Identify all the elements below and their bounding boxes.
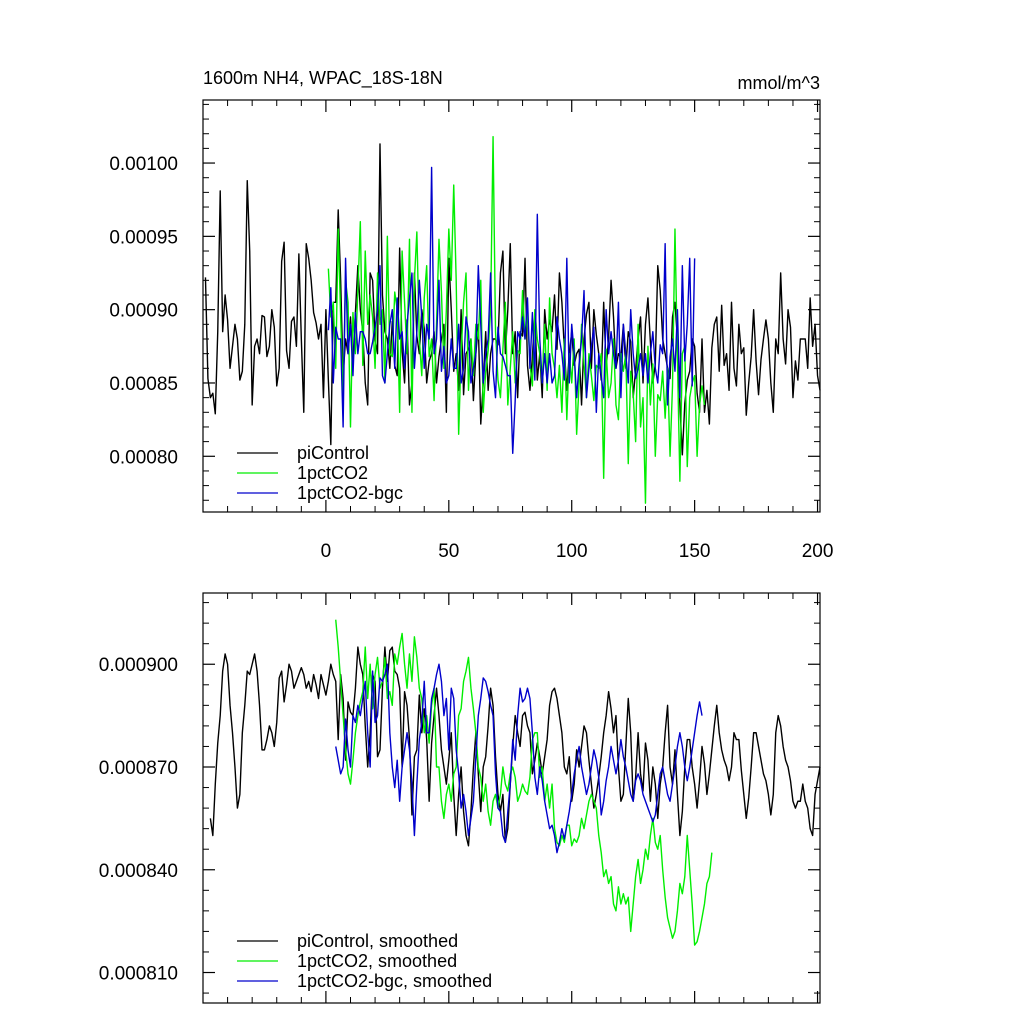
- bottom-y-tick-labels: 0.000810 0.000840 0.000870 0.000900: [99, 655, 178, 984]
- top-xtick-label-1: 50: [438, 541, 459, 562]
- top-xtick-label-3: 150: [679, 541, 711, 562]
- top-ytick-label-4: 0.00100: [109, 154, 178, 175]
- top-legend: piControl 1pctCO2 1pctCO2-bgc: [237, 443, 403, 503]
- top-x-tick-labels: 0 50 100 150 200: [321, 541, 834, 562]
- bottom-ytick-label-2: 0.000870: [99, 758, 178, 779]
- top-ytick-label-3: 0.00095: [109, 227, 178, 248]
- top-y-tick-labels: 0.00080 0.00085 0.00090 0.00095 0.00100: [109, 154, 178, 468]
- legend-label-1pctco2-smoothed: 1pctCO2, smoothed: [297, 951, 457, 971]
- top-series: [204, 135, 821, 504]
- bottom-panel: 0.000810 0.000840 0.000870 0.000900 piCo…: [99, 592, 821, 1004]
- bottom-ticks: [203, 593, 820, 1003]
- top-series-line-1pctco2-bgc: [327, 166, 696, 455]
- legend-label-picontrol-smoothed: piControl, smoothed: [297, 931, 458, 951]
- bottom-plot-frame: [202, 592, 821, 1004]
- bottom-ytick-label-3: 0.000900: [99, 655, 178, 676]
- bottom-legend: piControl, smoothed 1pctCO2, smoothed 1p…: [237, 931, 492, 991]
- legend-label-picontrol: piControl: [297, 443, 369, 463]
- legend-label-1pctco2-bgc: 1pctCO2-bgc: [297, 483, 403, 503]
- bottom-ytick-label-0: 0.000810: [99, 964, 178, 985]
- top-xtick-label-4: 200: [802, 541, 834, 562]
- bottom-series-line-1pctco2-bgc-smoothed: [335, 663, 703, 854]
- top-ticks: [203, 100, 820, 512]
- top-ytick-label-1: 0.00085: [109, 374, 178, 395]
- top-ytick-label-2: 0.00090: [109, 301, 178, 322]
- bottom-series-line-1pctco2-smoothed: [335, 619, 713, 946]
- top-ytick-label-0: 0.00080: [109, 447, 178, 468]
- top-xtick-label-0: 0: [321, 541, 332, 562]
- top-panel: 1600m NH4, WPAC_18S-18N mmol/m^3 0.00080…: [109, 68, 833, 562]
- top-units-label: mmol/m^3: [738, 73, 820, 93]
- bottom-series-line-picontrol-smoothed: [209, 646, 821, 847]
- top-plot-frame: [202, 99, 821, 513]
- top-chart-title: 1600m NH4, WPAC_18S-18N: [203, 68, 443, 89]
- bottom-ytick-label-1: 0.000840: [99, 861, 178, 882]
- bottom-series: [209, 619, 821, 946]
- top-series-line-picontrol: [204, 143, 821, 456]
- top-xtick-label-2: 100: [556, 541, 588, 562]
- legend-label-1pctco2-bgc-smoothed: 1pctCO2-bgc, smoothed: [297, 971, 492, 991]
- legend-label-1pctco2: 1pctCO2: [297, 463, 368, 483]
